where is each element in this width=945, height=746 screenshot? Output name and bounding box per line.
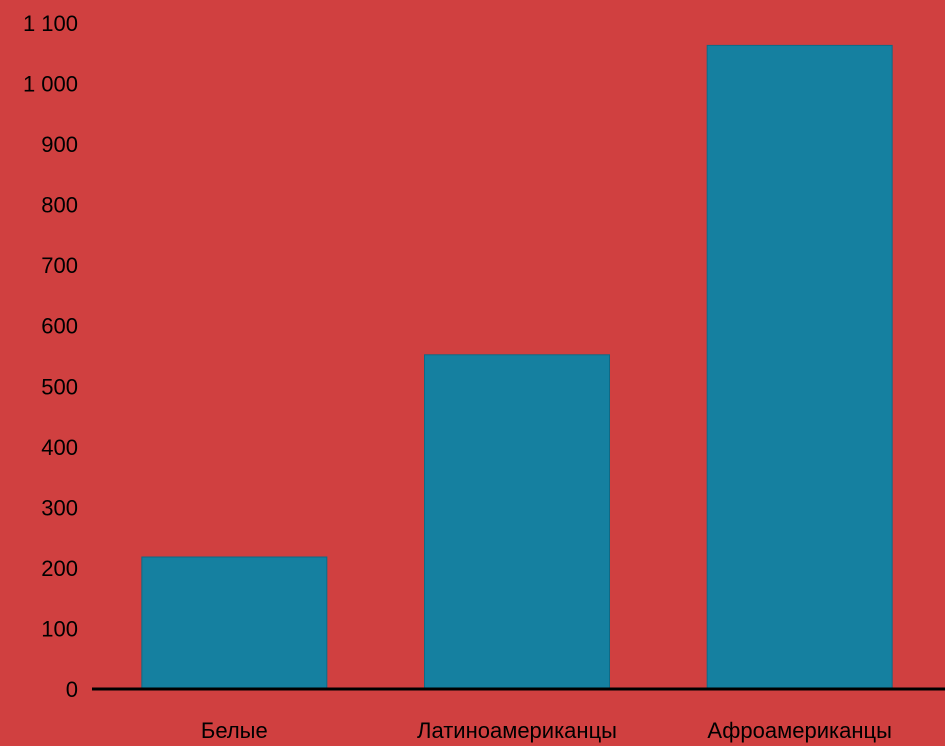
y-tick-label: 1 100 — [23, 11, 78, 36]
y-tick-label: 500 — [41, 374, 78, 399]
y-tick-label: 900 — [41, 132, 78, 157]
bar — [424, 354, 610, 690]
y-axis-ticks: 0 100 200 300 400 500 600 700 800 900 1 000 1 100 — [23, 11, 78, 702]
bar — [141, 556, 328, 690]
bar — [706, 44, 893, 690]
x-category-label: Белые — [201, 718, 268, 743]
x-category-label: Латиноамериканцы — [417, 718, 617, 743]
y-tick-label: 800 — [41, 193, 78, 218]
y-tick-label: 600 — [41, 314, 78, 339]
x-axis-labels: Белые Латиноамериканцы Афроамериканцы — [201, 718, 892, 743]
y-tick-label: 700 — [41, 253, 78, 278]
y-tick-label: 1 000 — [23, 72, 78, 97]
y-tick-label: 0 — [66, 677, 78, 702]
x-category-label: Афроамериканцы — [707, 718, 892, 743]
y-tick-label: 200 — [41, 556, 78, 581]
bars — [141, 44, 893, 690]
y-tick-label: 400 — [41, 435, 78, 460]
y-tick-label: 100 — [41, 616, 78, 641]
y-tick-label: 300 — [41, 495, 78, 520]
